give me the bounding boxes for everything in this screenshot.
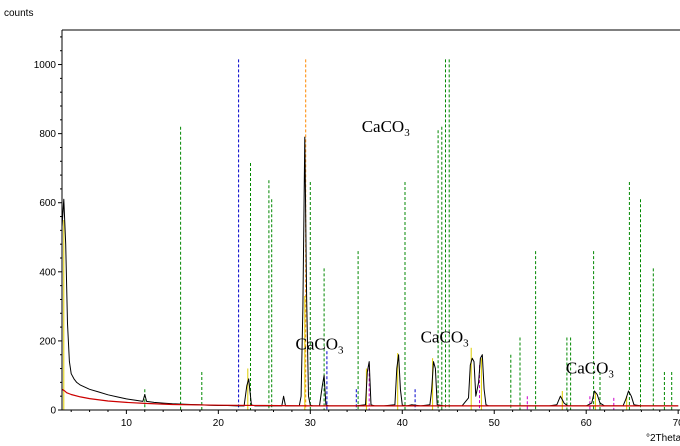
x-tick-label-40: 40 [397, 418, 409, 429]
y-tick-label-200: 200 [39, 336, 56, 347]
tick-layer: 0 200 400 600 800 1000 10 20 30 40 50 60 70 [34, 36, 680, 429]
series-line-0 [61, 136, 679, 407]
x-tick-label-70: 70 [673, 418, 680, 429]
x-tick-label-30: 30 [305, 418, 317, 429]
reference-lines-layer [63, 59, 673, 410]
annotation-layer: CaCO3 CaCO3 CaCO3 CaCO3 [296, 117, 615, 381]
axes-layer [61, 29, 680, 411]
y-tick-label-800: 800 [39, 129, 56, 140]
annotation-label-3: CaCO3 [566, 359, 615, 381]
y-tick-label-1000: 1000 [34, 60, 57, 71]
x-tick-label-20: 20 [213, 418, 225, 429]
annotation-label-0: CaCO3 [362, 117, 411, 139]
x-tick-label-10: 10 [121, 418, 133, 429]
annotation-subscript-0: 3 [404, 127, 410, 139]
y-axis-title: counts [4, 8, 33, 19]
y-tick-label-600: 600 [39, 198, 56, 209]
y-tick-label-0: 0 [50, 406, 56, 417]
x-tick-label-60: 60 [581, 418, 593, 429]
series-line-1 [61, 388, 679, 407]
series-layer [61, 136, 679, 407]
x-tick-label-50: 50 [489, 418, 501, 429]
x-axis-title: °2Theta [646, 433, 680, 444]
annotation-label-1: CaCO3 [296, 335, 345, 357]
annotation-subscript-3: 3 [608, 369, 614, 381]
annotation-label-2: CaCO3 [421, 328, 470, 350]
y-tick-label-400: 400 [39, 267, 56, 278]
annotation-subscript-2: 3 [463, 338, 469, 350]
annotation-subscript-1: 3 [338, 345, 344, 357]
